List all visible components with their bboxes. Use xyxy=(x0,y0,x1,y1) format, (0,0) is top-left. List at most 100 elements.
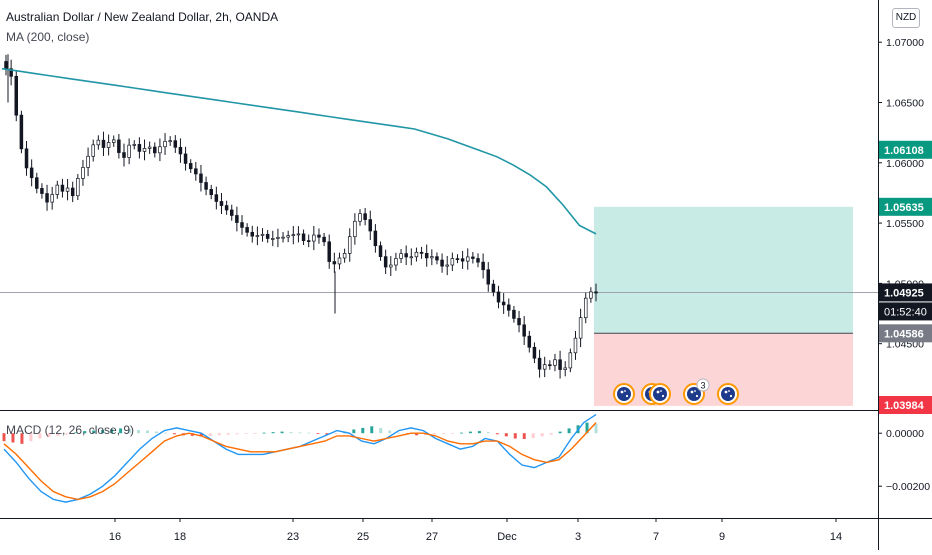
candle-body xyxy=(332,261,337,265)
ma-legend[interactable]: MA (200, close) xyxy=(6,30,90,44)
time-tick-label: 25 xyxy=(357,531,369,543)
candle-body xyxy=(291,234,296,237)
candle-body xyxy=(101,139,106,148)
macd-histogram-bar xyxy=(226,433,230,435)
price-tick-label: 1.05500 xyxy=(886,218,924,230)
candle-body xyxy=(409,256,414,259)
candle-body xyxy=(322,236,326,243)
macd-histogram-bar xyxy=(110,429,114,434)
candle-body xyxy=(435,256,439,261)
candle-body xyxy=(117,139,121,153)
macd-histogram-bar xyxy=(119,428,123,434)
macd-histogram-bar xyxy=(271,432,275,434)
macd-histogram-bar xyxy=(477,431,481,434)
price-badge: 1.05635 xyxy=(879,197,932,216)
candles xyxy=(4,54,598,379)
macd-histogram-bar xyxy=(199,433,203,437)
candle-body xyxy=(460,258,465,262)
candle-body xyxy=(265,233,270,239)
macd-histogram-bar xyxy=(316,433,320,434)
candle-body xyxy=(573,337,578,354)
macd-histogram-bar xyxy=(397,432,401,434)
candle-body xyxy=(111,139,116,143)
candle-body xyxy=(81,167,85,179)
flag-au-icon[interactable] xyxy=(613,383,635,405)
candle-body xyxy=(476,258,480,263)
price-badge: 1.04586 xyxy=(879,324,932,343)
macd-histogram-bar xyxy=(298,432,302,434)
macd-histogram-bar xyxy=(370,426,374,434)
candle-body xyxy=(50,194,54,203)
price-badge: 1.04925 xyxy=(879,283,932,302)
candle-body xyxy=(353,220,357,238)
macd-histogram-bar xyxy=(567,428,571,434)
candle-body xyxy=(583,297,588,319)
candle-body xyxy=(594,291,598,294)
candle-body xyxy=(137,144,142,152)
macd-histogram-bar xyxy=(154,431,158,434)
flag-au-icon[interactable]: 3 xyxy=(683,378,710,405)
candle-body xyxy=(445,264,449,267)
position-tool[interactable] xyxy=(594,206,853,406)
candle-body xyxy=(255,235,260,237)
candle-body xyxy=(542,364,547,370)
countdown-badge: 01:52:40 xyxy=(879,302,932,321)
macd-histogram-bar xyxy=(137,430,141,434)
candle-body xyxy=(465,256,470,262)
candle-body xyxy=(450,258,455,266)
candle-body xyxy=(363,213,367,220)
candle-body xyxy=(404,253,408,258)
flag-nz-icon[interactable] xyxy=(649,383,671,405)
candle-body xyxy=(486,269,491,285)
candle-body xyxy=(24,148,29,169)
ma-line xyxy=(1,67,597,235)
candle-body xyxy=(35,177,39,189)
candle-body xyxy=(245,227,249,233)
candle-body xyxy=(496,291,501,303)
candle-body xyxy=(281,236,285,239)
price-tick-label: 1.06000 xyxy=(886,158,924,170)
candle-body xyxy=(40,188,44,194)
macd-histogram-bar xyxy=(235,433,239,435)
candle-body xyxy=(430,256,434,259)
price-badge-label: 1.04586 xyxy=(884,328,924,340)
price-badge: 1.03984 xyxy=(879,396,932,414)
price-tick-label: 1.07000 xyxy=(886,37,924,49)
candle-body xyxy=(178,146,183,155)
candle-body xyxy=(142,148,147,152)
candle-body xyxy=(424,253,429,259)
candle-body xyxy=(455,258,460,260)
macd-histogram-bar xyxy=(244,433,248,434)
candle-body xyxy=(127,144,131,158)
price-badge-label: 1.04925 xyxy=(884,287,924,299)
macd-legend[interactable]: MACD (12, 26, close, 9) xyxy=(6,423,135,437)
candle-body xyxy=(132,144,137,146)
macd-histogram-bar xyxy=(352,429,356,434)
candle-body xyxy=(60,184,65,192)
candle-body xyxy=(389,264,393,268)
candle-body xyxy=(65,187,70,192)
candle-body xyxy=(163,140,167,148)
macd-histogram-bar xyxy=(415,433,419,436)
macd-histogram-bar xyxy=(513,433,517,439)
price-badge-label: 1.06108 xyxy=(884,145,924,157)
candle-body xyxy=(250,231,255,237)
candle-body xyxy=(522,324,526,337)
currency-button[interactable]: NZD xyxy=(892,8,920,28)
macd-histogram-bar xyxy=(468,431,472,434)
candle-body xyxy=(122,152,126,158)
macd-histogram-bar xyxy=(289,432,293,434)
macd-histogram-bar xyxy=(208,433,212,436)
time-tick-label: Dec xyxy=(497,531,517,543)
time-tick-label: 7 xyxy=(653,531,659,543)
candle-body xyxy=(9,68,13,77)
macd-tick-label: −0.00200 xyxy=(886,481,930,493)
candle-body xyxy=(368,219,373,232)
candle-body xyxy=(532,346,537,359)
profit-zone[interactable] xyxy=(594,206,853,334)
candle-body xyxy=(383,256,388,268)
flag-au-icon[interactable] xyxy=(717,383,739,405)
macd-histogram-bar xyxy=(558,431,562,434)
